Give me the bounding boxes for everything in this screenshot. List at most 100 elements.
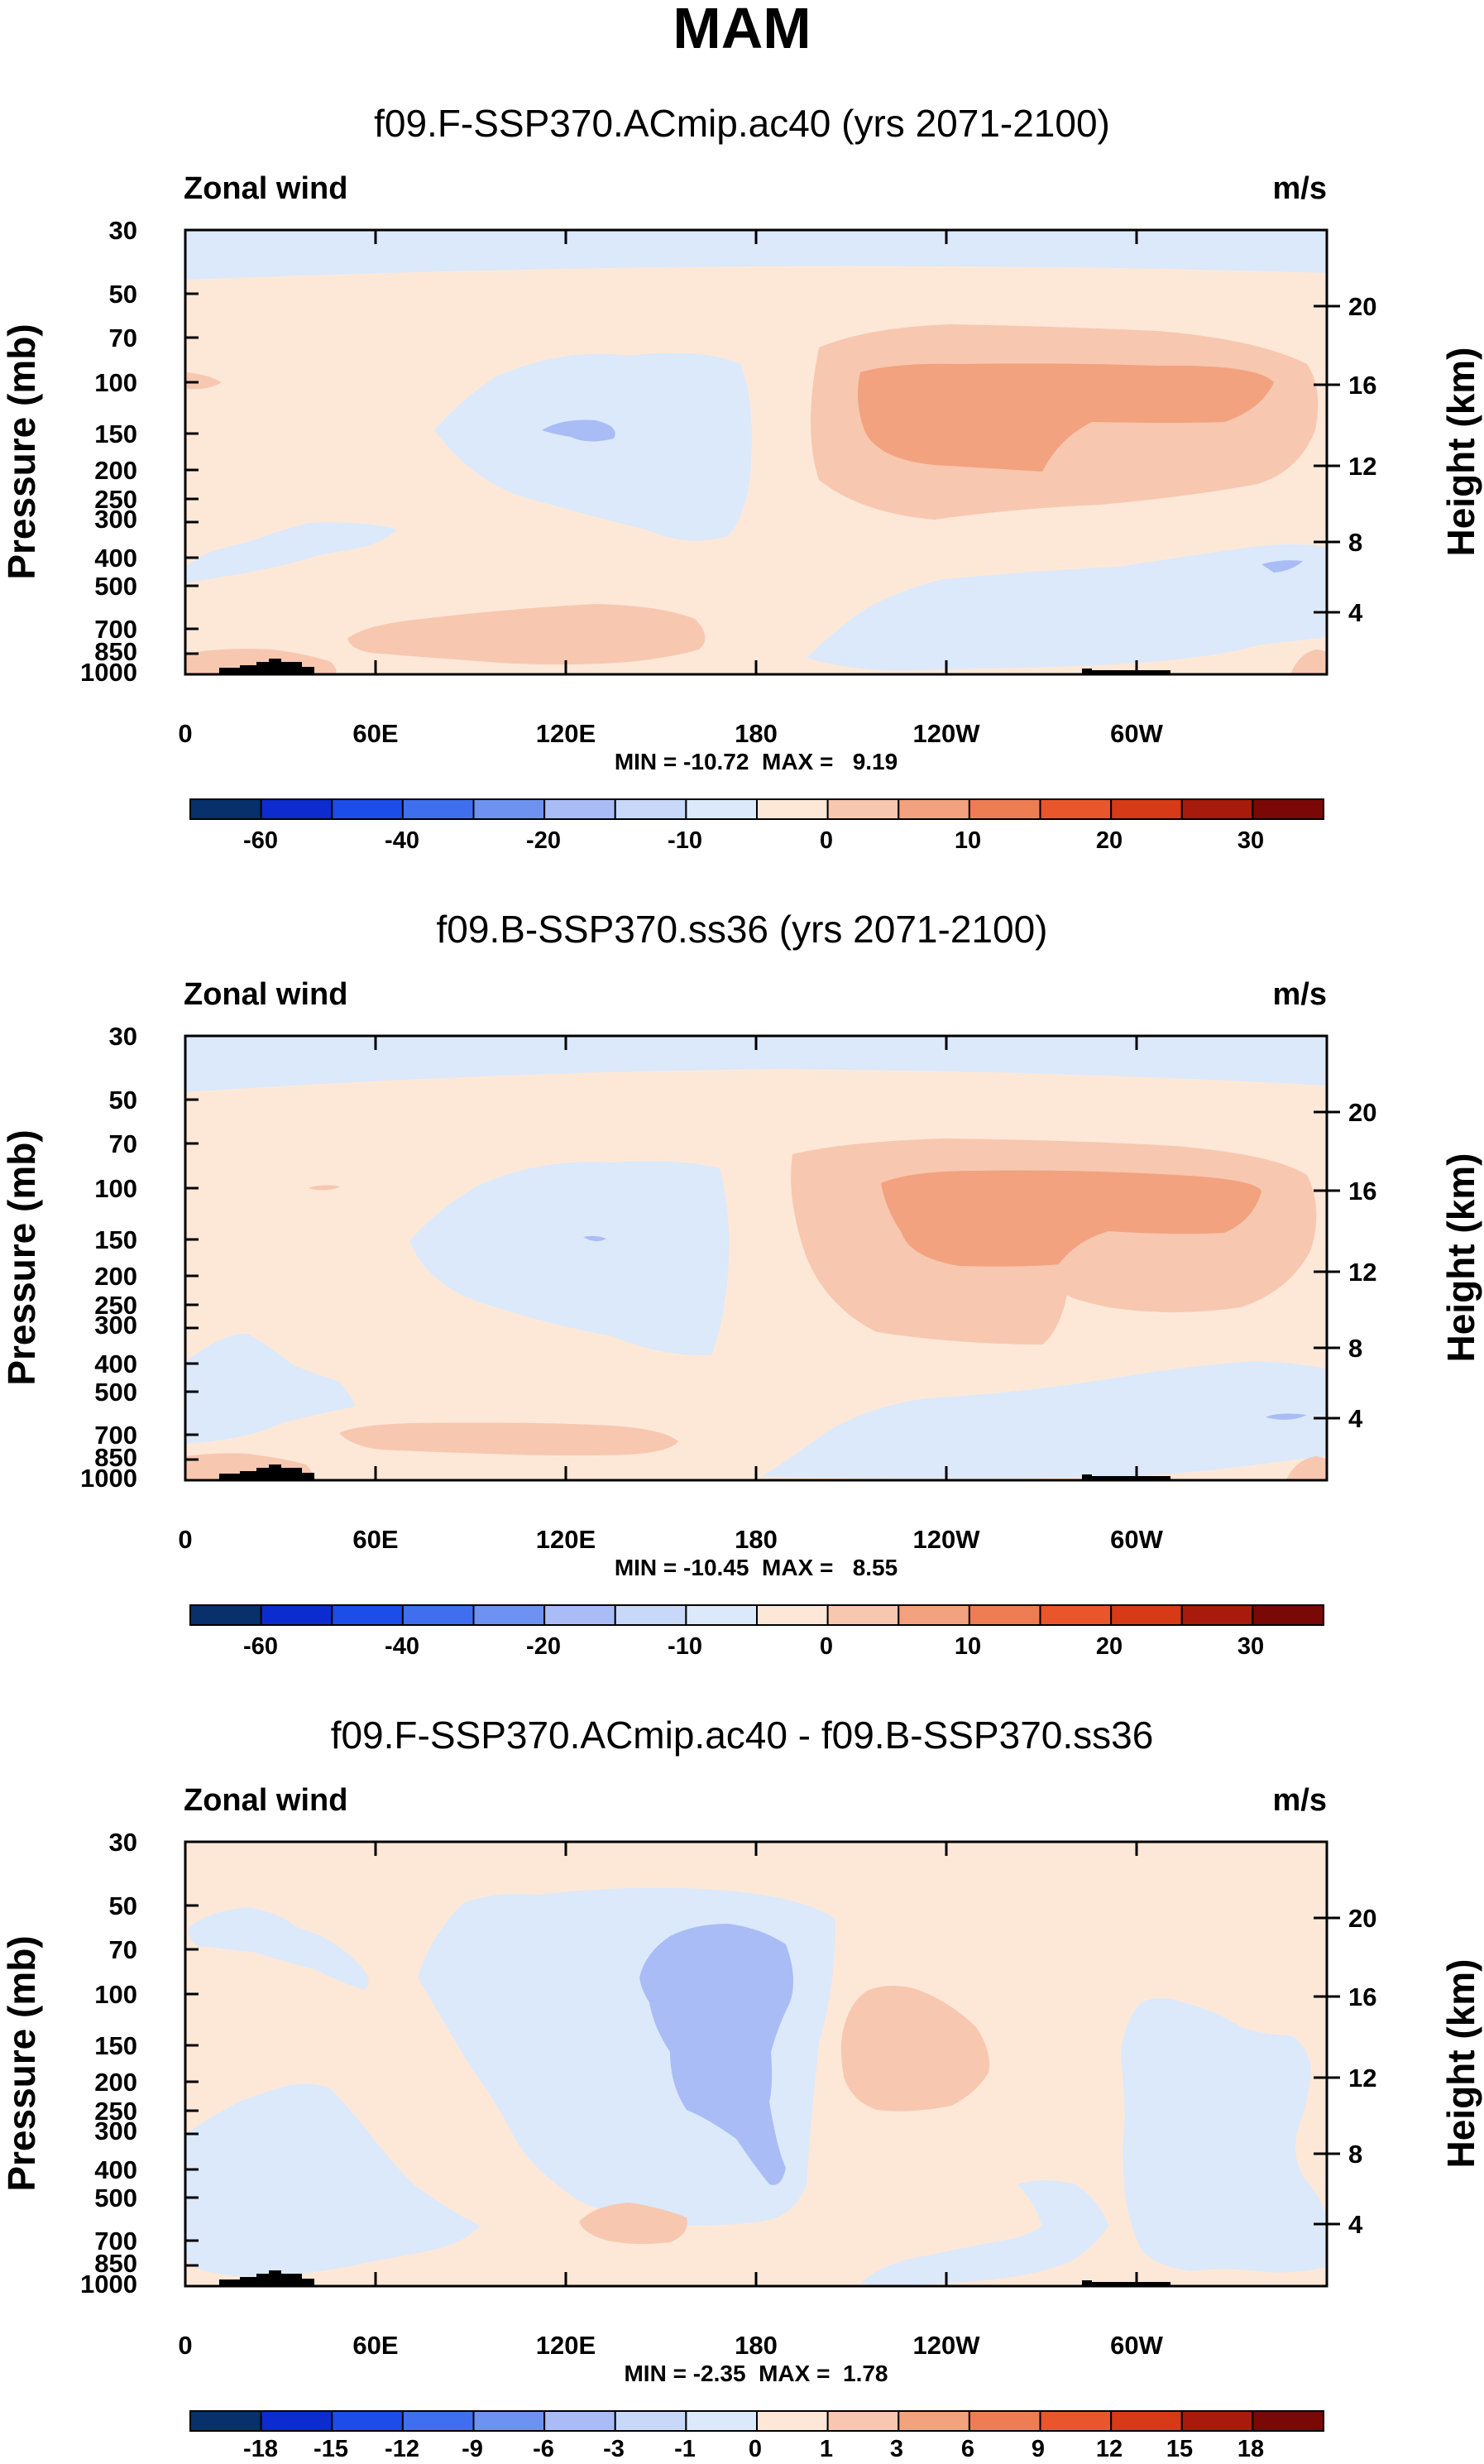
panel-2-ytick-30: 30 bbox=[109, 1022, 137, 1051]
panel-2-colorbar-box bbox=[260, 1604, 333, 1626]
panel-2-ytick-50: 50 bbox=[109, 1086, 137, 1115]
panel-1-colorbar-box bbox=[898, 798, 970, 820]
panel-3-ytick-150: 150 bbox=[94, 2031, 137, 2060]
panel-2-xtick-0: 0 bbox=[178, 1525, 192, 1554]
panel-1-ylabel: Pressure (mb) bbox=[0, 324, 43, 579]
panel-1-colorbar-box bbox=[826, 798, 900, 820]
panel-2-ticks bbox=[184, 1034, 1340, 1480]
panel-1-colorbar-box bbox=[1180, 798, 1254, 820]
panel-1-ytick-400: 400 bbox=[94, 544, 137, 573]
panel-3-cb-tick-m6: -6 bbox=[533, 2436, 554, 2460]
panel-1-min-max: MIN = -10.72 MAX = 9.19 bbox=[615, 749, 898, 774]
panel-2-title: f09.B-SSP370.ss36 (yrs 2071-2100) bbox=[437, 908, 1048, 951]
panel-1-upper-easterlies bbox=[185, 230, 1327, 280]
panel-1-xtick-120E: 120E bbox=[536, 719, 596, 748]
panel-3-ylabel: Pressure (mb) bbox=[0, 1935, 43, 2191]
panel-2-cb-tick-m40: -40 bbox=[385, 1633, 419, 1660]
panel-1-ytick-700: 700 bbox=[94, 615, 137, 644]
panel-2-colorbar-box bbox=[614, 1604, 687, 1626]
panel-2-colorbar-box bbox=[1110, 1604, 1183, 1626]
panel-3: f09.F-SSP370.ACmip.ac40 - f09.B-SSP370.s… bbox=[0, 1714, 1482, 2462]
panel-1-colorbar-box bbox=[189, 798, 262, 820]
panel-3-colorbar-box bbox=[260, 2410, 333, 2432]
panel-3-cb-tick-m18: -18 bbox=[243, 2436, 278, 2460]
panel-1-lower-easterlies bbox=[807, 544, 1327, 671]
panel-1-colorbar-box bbox=[331, 798, 404, 820]
panel-3-colorbar-box bbox=[685, 2410, 759, 2432]
panel-1-colorbar-box bbox=[1039, 798, 1113, 820]
panel-1-xtick-0: 0 bbox=[178, 719, 192, 748]
panel-1-topography-east bbox=[1082, 669, 1170, 674]
panel-3-colorbar-box bbox=[331, 2410, 404, 2432]
panel-1-cb-tick-10: 10 bbox=[955, 827, 981, 854]
panel-1-colorbar-box bbox=[685, 798, 759, 820]
panel-3-ytick-50: 50 bbox=[109, 1891, 137, 1920]
panel-2-lower-west-easterlies bbox=[185, 1333, 356, 1444]
panel-3-height-tick-20: 20 bbox=[1348, 1904, 1376, 1933]
panel-2-colorbar-box bbox=[1180, 1604, 1254, 1626]
panel-2-height-tick-20: 20 bbox=[1348, 1098, 1376, 1127]
panel-1-lower-west-easterlies bbox=[185, 522, 397, 583]
panel-2-colorbar-box bbox=[331, 1604, 404, 1626]
panel-1-title: f09.F-SSP370.ACmip.ac40 (yrs 2071-2100) bbox=[374, 102, 1110, 145]
panel-3-colorbar-box bbox=[401, 2410, 475, 2432]
panel-3-height-tick-12: 12 bbox=[1348, 2064, 1376, 2092]
panel-3-colorbar-box bbox=[189, 2410, 262, 2432]
panel-2-surface-westerlies-east bbox=[1286, 1456, 1327, 1480]
panel-3-ytick-70: 70 bbox=[109, 1935, 137, 1964]
panel-1-ytick-30: 30 bbox=[109, 216, 137, 245]
panel-1-colorbar-box bbox=[472, 798, 546, 820]
panel-2-colorbar-box bbox=[968, 1604, 1041, 1626]
panel-3-cb-tick-1: 1 bbox=[820, 2436, 833, 2460]
panel-3-cb-tick-9: 9 bbox=[1032, 2436, 1045, 2460]
panel-1-height-tick-8: 8 bbox=[1348, 528, 1362, 557]
panel-2-colorbar-box bbox=[401, 1604, 475, 1626]
panel-3-ytick-400: 400 bbox=[94, 2155, 137, 2184]
panel-1-topography bbox=[219, 659, 314, 674]
panel-1-lower-easterly-core bbox=[1261, 560, 1303, 573]
panel-1-ytick-200: 200 bbox=[94, 456, 137, 485]
panel-1-units-label: m/s bbox=[1273, 171, 1327, 206]
panel-3-title: f09.F-SSP370.ACmip.ac40 - f09.B-SSP370.s… bbox=[331, 1714, 1154, 1757]
panel-2-colorbar-boxes bbox=[189, 1604, 1325, 1626]
panel-2-left-label: Zonal wind bbox=[184, 977, 347, 1012]
panel-2-topography-east bbox=[1082, 1474, 1170, 1480]
panel-3-cb-tick-3: 3 bbox=[890, 2436, 903, 2460]
panel-1: f09.F-SSP370.ACmip.ac40 (yrs 2071-2100) … bbox=[0, 102, 1482, 854]
panel-1-cb-tick-m10: -10 bbox=[668, 827, 702, 854]
panel-1-easterly-region bbox=[434, 352, 752, 541]
panel-3-ytick-700: 700 bbox=[94, 2227, 137, 2255]
panel-2-cb-tick-0: 0 bbox=[820, 1633, 833, 1660]
panel-1-xtick-180: 180 bbox=[735, 719, 778, 748]
panel-3-ticks bbox=[184, 1840, 1340, 2286]
panel-3-lower-middle-negative bbox=[860, 2180, 1108, 2286]
panel-3-contour-field bbox=[185, 1842, 1327, 2286]
panel-2-cb-tick-m10: -10 bbox=[668, 1633, 702, 1660]
panel-3-ytick-300: 300 bbox=[94, 2116, 137, 2145]
panel-2-ytick-400: 400 bbox=[94, 1349, 137, 1378]
panel-2-ytick-70: 70 bbox=[109, 1129, 137, 1158]
panel-3-topography bbox=[219, 2270, 314, 2286]
panel-1-ylabel-right: Height (km) bbox=[1439, 348, 1482, 557]
panel-2-colorbar-box bbox=[1252, 1604, 1325, 1626]
figure-title: MAM bbox=[673, 0, 811, 60]
panel-3-colorbar-box bbox=[1110, 2410, 1183, 2432]
panel-3-cb-tick-6: 6 bbox=[961, 2436, 974, 2460]
panel-3-colorbar-box bbox=[472, 2410, 546, 2432]
panel-1-surface-westerlies-east bbox=[1290, 650, 1327, 674]
panel-2-small-positive-blob bbox=[308, 1185, 341, 1191]
panel-1-cb-tick-m60: -60 bbox=[243, 827, 278, 854]
panel-3-xtick-60W: 60W bbox=[1110, 2331, 1163, 2360]
panel-3-colorbar-box bbox=[968, 2410, 1041, 2432]
panel-1-height-tick-20: 20 bbox=[1348, 292, 1376, 321]
panel-2-cb-tick-10: 10 bbox=[955, 1633, 981, 1660]
panel-3-left-lower-negative bbox=[185, 2083, 480, 2277]
panel-3-ytick-250: 250 bbox=[94, 2097, 137, 2126]
panel-3-left-label: Zonal wind bbox=[184, 1783, 347, 1818]
panel-3-xtick-60E: 60E bbox=[352, 2331, 398, 2360]
panel-1-small-positive-blob bbox=[187, 372, 222, 390]
panel-3-topography-east bbox=[1082, 2280, 1170, 2286]
panel-1-ytick-1000: 1000 bbox=[80, 658, 137, 687]
panel-3-xtick-120E: 120E bbox=[536, 2331, 596, 2360]
